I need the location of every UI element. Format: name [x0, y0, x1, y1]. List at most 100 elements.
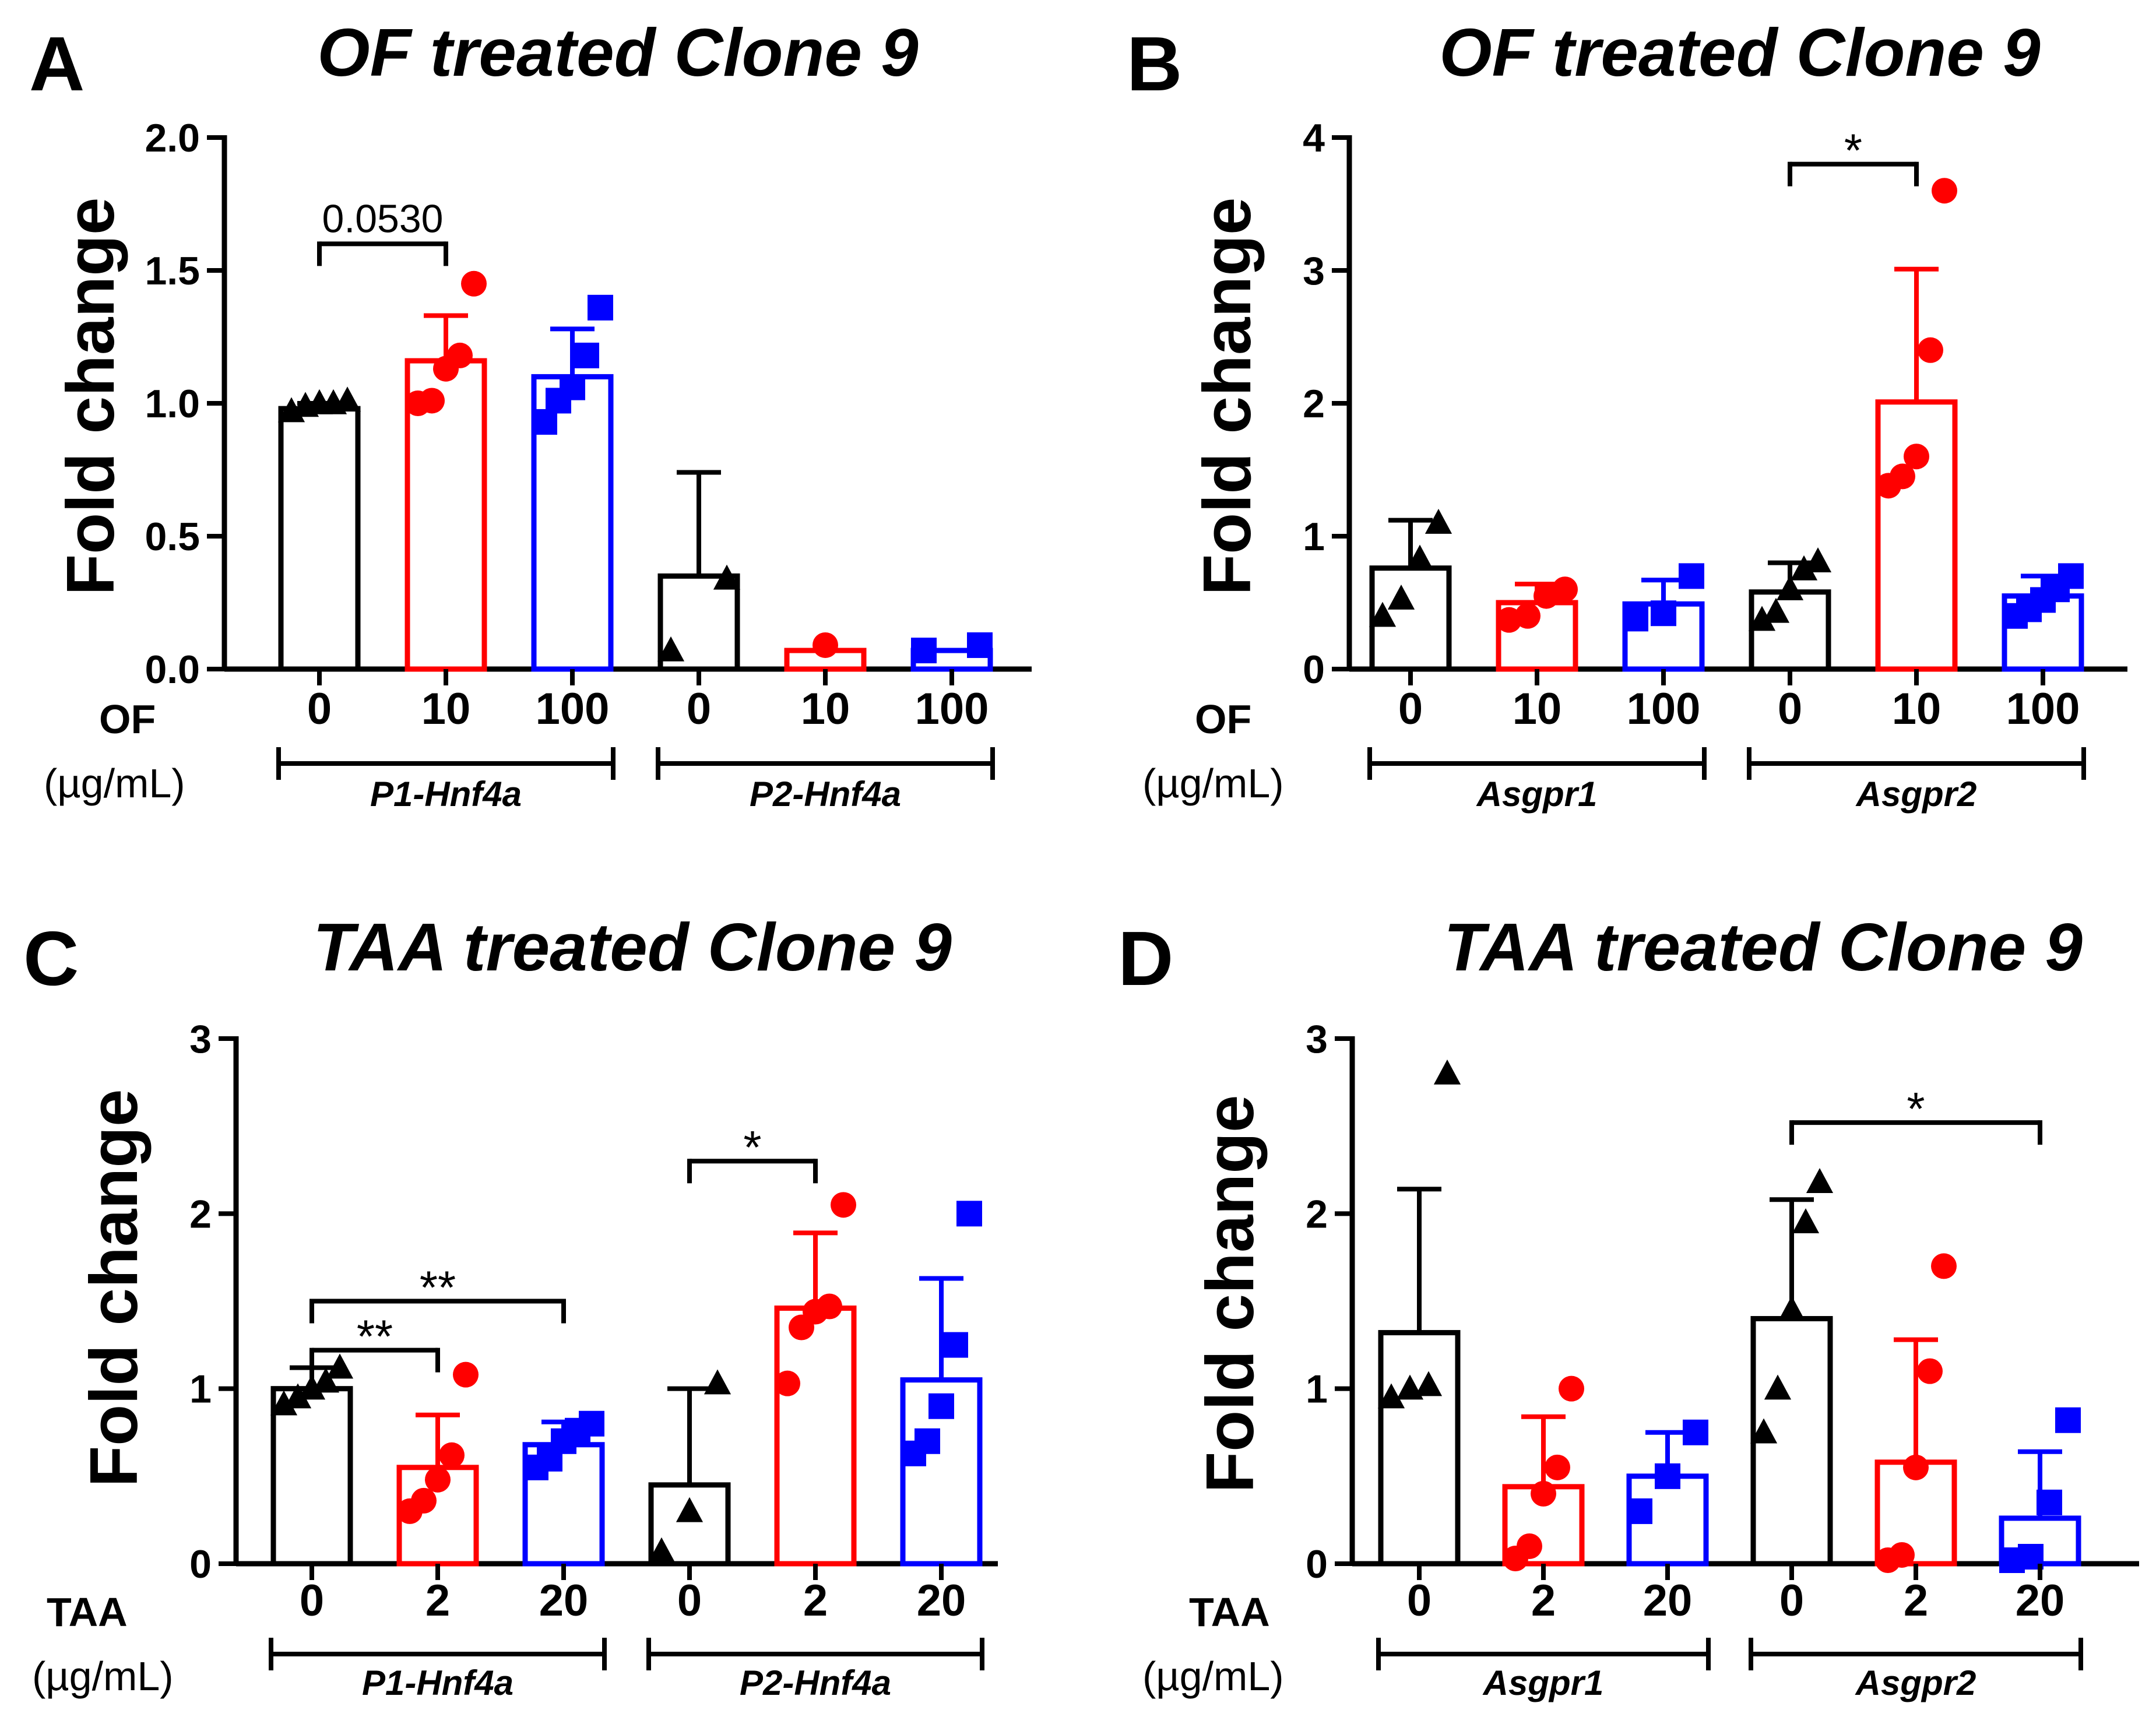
- x-tick-label: 20: [2016, 1576, 2065, 1625]
- data-point: [579, 1410, 604, 1437]
- data-point: [967, 632, 993, 658]
- significance-label: *: [1907, 1083, 1925, 1135]
- data-point: [1627, 1498, 1652, 1524]
- data-point: [2055, 1407, 2081, 1433]
- data-point: [298, 1374, 326, 1400]
- x-tick-label: 0: [1779, 1576, 1804, 1625]
- x-tick-label: 0: [1407, 1576, 1432, 1625]
- group-label: P1-Hnf4a: [370, 775, 522, 814]
- data-point: [1545, 1454, 1570, 1480]
- data-point: [915, 1428, 940, 1454]
- data-point: [1552, 576, 1578, 603]
- x-tick-label: 2: [1904, 1576, 1928, 1625]
- data-point: [333, 386, 361, 412]
- x-tick-label: 10: [421, 684, 471, 734]
- plot-area: 0 1 2 3 4 0 10 100 0 10 100 Asgpr1 Asgpr2 *: [1303, 116, 2127, 814]
- unit-label: (µg/mL): [1142, 1653, 1284, 1699]
- y-axis-label: Fold change: [1192, 1095, 1268, 1493]
- data-point: [676, 1497, 704, 1522]
- group-label: P2-Hnf4a: [740, 1663, 891, 1702]
- significance-label: *: [1844, 125, 1862, 177]
- panel-b: B OF treated Clone 9 Fold change OF (µg/…: [1127, 15, 2127, 814]
- data-point: [1904, 444, 1929, 470]
- data-point: [411, 1487, 437, 1514]
- y-tick-label: 1.5: [145, 249, 200, 293]
- x-tick-label: 100: [536, 684, 610, 734]
- data-point: [1790, 555, 1818, 580]
- x-tick-label: 2: [425, 1576, 450, 1625]
- data-point: [2037, 1489, 2062, 1515]
- panel-letter: C: [23, 916, 79, 1001]
- panel-a: A OF treated Clone 9 Fold change OF (µg/…: [29, 15, 1032, 814]
- plot-area: 0 1 2 3 0 2 20 0 2 20 Asgpr1 Asgpr2 *: [1306, 1017, 2139, 1702]
- data-point: [1917, 1358, 1943, 1384]
- data-point: [588, 294, 613, 321]
- data-point: [911, 638, 937, 664]
- data-point: [1764, 1374, 1792, 1400]
- y-tick-label: 4: [1303, 116, 1325, 160]
- data-point: [2058, 563, 2084, 589]
- data-point: [1918, 337, 1943, 363]
- y-tick-label: 1: [189, 1367, 212, 1412]
- panel-title: OF treated Clone 9: [1439, 15, 2040, 90]
- data-point: [813, 632, 838, 658]
- data-point: [956, 1201, 982, 1227]
- data-point: [704, 1369, 731, 1395]
- data-point: [284, 1383, 312, 1409]
- data-point: [312, 1367, 340, 1393]
- group-label: Asgpr2: [1855, 1663, 1976, 1702]
- y-tick-label: 1: [1306, 1367, 1328, 1412]
- data-point: [1804, 547, 1832, 573]
- data-point: [1750, 1418, 1778, 1444]
- data-point: [1406, 544, 1434, 570]
- x-tick-label: 20: [917, 1576, 966, 1625]
- data-point: [461, 270, 487, 297]
- data-point: [425, 1466, 451, 1493]
- data-point: [419, 388, 445, 414]
- x-tick-label: 0: [677, 1576, 702, 1625]
- group-label: P2-Hnf4a: [750, 775, 901, 814]
- x-tick-label: 10: [801, 684, 850, 734]
- plot-area: 0.0 0.5 1.0 1.5 2.0 0 10 100 0 10 100 P1-Hnf4a P2-Hn…: [145, 116, 1032, 814]
- panel-letter: B: [1127, 21, 1182, 107]
- group-label: P1-Hnf4a: [362, 1663, 513, 1702]
- y-tick-label: 2.0: [145, 116, 200, 160]
- significance-label: *: [743, 1121, 761, 1173]
- unit-label: (µg/mL): [1142, 761, 1284, 806]
- treatment-label: TAA: [1189, 1589, 1270, 1635]
- data-point: [1890, 463, 1915, 490]
- x-tick-label: 0: [1778, 684, 1802, 734]
- data-point: [1762, 597, 1790, 623]
- data-point: [1792, 1208, 1820, 1234]
- x-tick-label: 20: [539, 1576, 589, 1625]
- data-point: [648, 1537, 676, 1563]
- x-tick-label: 100: [915, 684, 989, 734]
- data-point: [1683, 1419, 1708, 1445]
- data-point: [326, 1353, 354, 1379]
- data-point: [270, 1390, 298, 1416]
- data-point: [1559, 1375, 1584, 1402]
- treatment-label: OF: [99, 696, 156, 742]
- x-tick-label: 0: [300, 1576, 324, 1625]
- y-tick-label: 0.0: [145, 648, 200, 692]
- data-point: [713, 564, 741, 590]
- x-tick-label: 20: [1643, 1576, 1693, 1625]
- y-tick-label: 3: [1306, 1017, 1328, 1061]
- group-label: Asgpr2: [1855, 775, 1977, 814]
- y-tick-label: 1.0: [145, 382, 200, 426]
- data-point: [1387, 584, 1415, 610]
- panel-letter: D: [1118, 916, 1173, 1001]
- data-point: [1655, 1463, 1680, 1489]
- data-point: [439, 1442, 465, 1468]
- data-point: [447, 342, 473, 368]
- data-point: [1932, 178, 1957, 204]
- data-point: [1517, 1533, 1542, 1559]
- x-tick-label: 2: [803, 1576, 828, 1625]
- data-point: [775, 1370, 800, 1396]
- y-tick-label: 2: [1306, 1192, 1328, 1236]
- panel-title: TAA treated Clone 9: [313, 909, 952, 985]
- data-point: [1931, 1253, 1957, 1279]
- x-tick-label: 10: [1892, 684, 1942, 734]
